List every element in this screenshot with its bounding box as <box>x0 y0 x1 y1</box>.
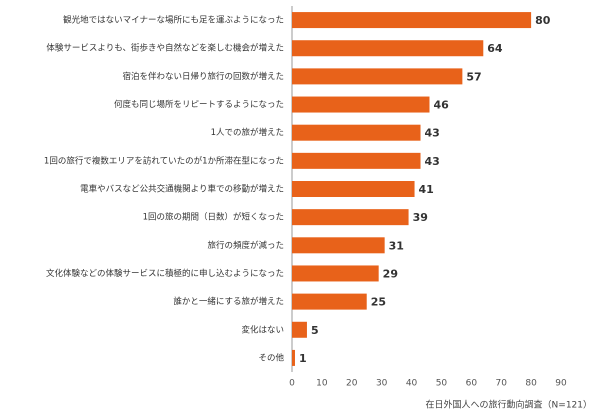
x-tick-label: 70 <box>495 379 507 389</box>
bar <box>292 40 484 57</box>
x-tick-label: 0 <box>289 379 295 389</box>
bar <box>292 265 379 282</box>
bar <box>292 68 463 85</box>
x-tick-label: 40 <box>406 379 418 389</box>
category-label: 電車やバスなど公共交通機関より車での移動が増えた <box>80 184 284 195</box>
footnote: 在日外国人への旅行動向調査（N=121） <box>426 399 592 411</box>
bar <box>292 293 367 310</box>
bar <box>292 12 532 29</box>
x-tick-label: 30 <box>376 379 388 389</box>
x-tick-label: 80 <box>525 379 537 389</box>
value-label: 64 <box>487 42 503 55</box>
bar <box>292 124 421 141</box>
category-label: 1回の旅の期間（日数）が短くなった <box>143 212 284 223</box>
category-label: 観光地ではないマイナーな場所にも足を運ぶようになった <box>63 15 284 26</box>
x-tick-label: 60 <box>466 379 478 389</box>
value-label: 25 <box>371 296 386 309</box>
value-label: 5 <box>311 324 319 337</box>
category-label: 1回の旅行で複数エリアを訪れていたのが1か所滞在型になった <box>44 155 284 166</box>
category-label: 何度も同じ場所をリピートするようになった <box>114 99 284 110</box>
bar <box>292 152 421 169</box>
x-tick-label: 10 <box>316 379 328 389</box>
value-label: 80 <box>535 14 551 27</box>
x-tick-label: 50 <box>436 379 448 389</box>
category-label: 1人での旅が増えた <box>211 127 284 138</box>
bar <box>292 237 385 254</box>
x-tick-label: 20 <box>346 379 358 389</box>
value-label: 57 <box>466 70 481 83</box>
value-label: 29 <box>383 267 398 280</box>
value-label: 43 <box>425 127 440 140</box>
category-label: 誰かと一緒にする旅が増えた <box>173 296 284 307</box>
value-label: 41 <box>419 183 434 196</box>
value-label: 39 <box>413 211 428 224</box>
x-tick-label: 90 <box>555 379 567 389</box>
bar <box>292 321 307 338</box>
value-label: 43 <box>425 155 440 168</box>
bar <box>292 349 295 366</box>
value-label: 1 <box>299 352 307 365</box>
category-label: 宿泊を伴わない日帰り旅行の回数が増えた <box>122 71 284 82</box>
category-label: 文化体験などの体験サービスに積極的に申し込むようになった <box>46 268 284 279</box>
category-label: 変化はない <box>241 324 284 335</box>
category-label: その他 <box>258 352 284 363</box>
bar <box>292 96 430 113</box>
value-label: 31 <box>389 239 404 252</box>
category-label: 体験サービスよりも、街歩きや自然などを楽しむ機会が増えた <box>46 43 284 54</box>
category-label: 旅行の頻度が減った <box>207 240 284 251</box>
bar <box>292 181 415 197</box>
bar <box>292 209 409 226</box>
value-label: 46 <box>433 99 449 112</box>
